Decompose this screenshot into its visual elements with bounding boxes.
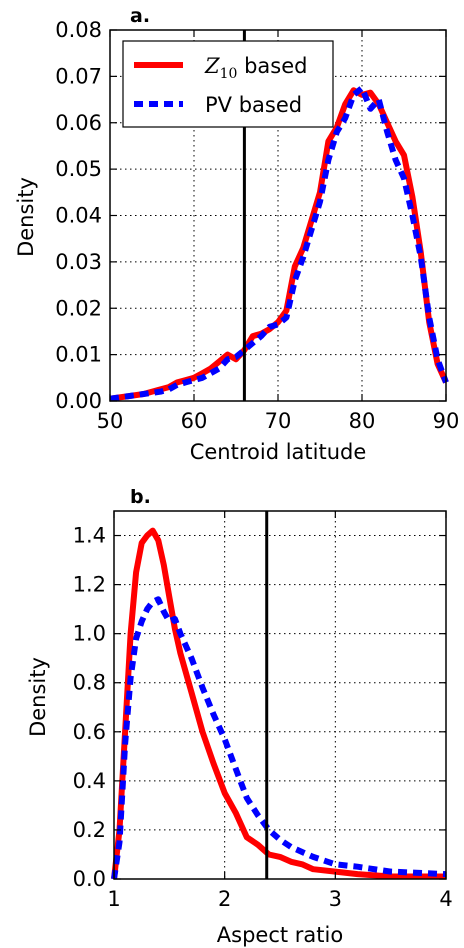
y-tick-label: 0.4 [73,769,106,793]
y-tick-label: 0.01 [55,343,102,367]
y-tick-label: 1.0 [73,622,106,646]
y-tick-label: 1.2 [73,573,106,597]
x-tick-label: 60 [181,409,208,433]
y-tick-label: 0.06 [55,111,102,135]
x-tick-label: 50 [97,409,124,433]
x-axis-label: Aspect ratio [217,923,343,947]
y-tick-label: 1.4 [73,524,106,548]
panel-label: a. [130,5,150,27]
legend: Z10 based PV based [122,40,334,128]
x-ticks: 1 2 3 4 [107,511,453,911]
x-axis-label: Centroid latitude [190,440,367,464]
y-tick-label: 0.03 [55,250,102,274]
x-tick-label: 90 [433,409,460,433]
x-tick-label: 70 [265,409,292,433]
plot-frame [113,510,447,880]
y-ticks: 0.0 0.2 0.4 0.6 0.8 1.0 1.2 1.4 [73,524,446,891]
legend-label-pv: PV based [205,93,302,117]
x-tick-label: 2 [218,887,231,911]
panel-a: a. 50 60 70 80 90 0.000.010.020.030.040.050.… [14,5,459,464]
y-tick-label: 0.05 [55,157,102,181]
x-tick-label: 4 [439,887,452,911]
y-axis-label: Density [14,177,38,257]
series-layer [109,85,449,402]
y-tick-label: 0.08 [55,18,102,42]
y-tick-label: 0.00 [55,389,102,413]
y-ticks: 0.00 0.01 0.02 0.03 0.04 0.05 0.06 0.07 0.08 [55,18,446,413]
legend-box [122,40,334,128]
x-tick-label: 3 [329,887,342,911]
y-tick-label: 0.04 [55,204,102,228]
y-tick-label: 0.2 [73,818,106,842]
x-ticks: 50 60 70 80 90 [97,30,460,433]
y-tick-label: 0.0 [73,867,106,891]
series-layer [111,527,447,880]
legend-label-z10: Z10 based [204,54,308,82]
x-tick-label: 1 [107,887,120,911]
panel-b: b. 1 2 3 4 0.0 0.2 0.4 0.6 0.8 1.0 1.2 1.4 Aspect … [26,486,453,947]
series-line-z10 [111,527,446,880]
y-tick-label: 0.8 [73,671,106,695]
y-tick-label: 0.07 [55,64,102,88]
y-tick-label: 0.02 [55,296,102,320]
x-tick-label: 80 [349,409,376,433]
series-line-pv [111,596,447,880]
panel-label: b. [130,486,151,508]
y-axis-label: Density [26,657,50,737]
series-line-pv [109,85,449,402]
y-tick-label: 0.6 [73,720,106,744]
series-line-z10 [109,87,449,402]
